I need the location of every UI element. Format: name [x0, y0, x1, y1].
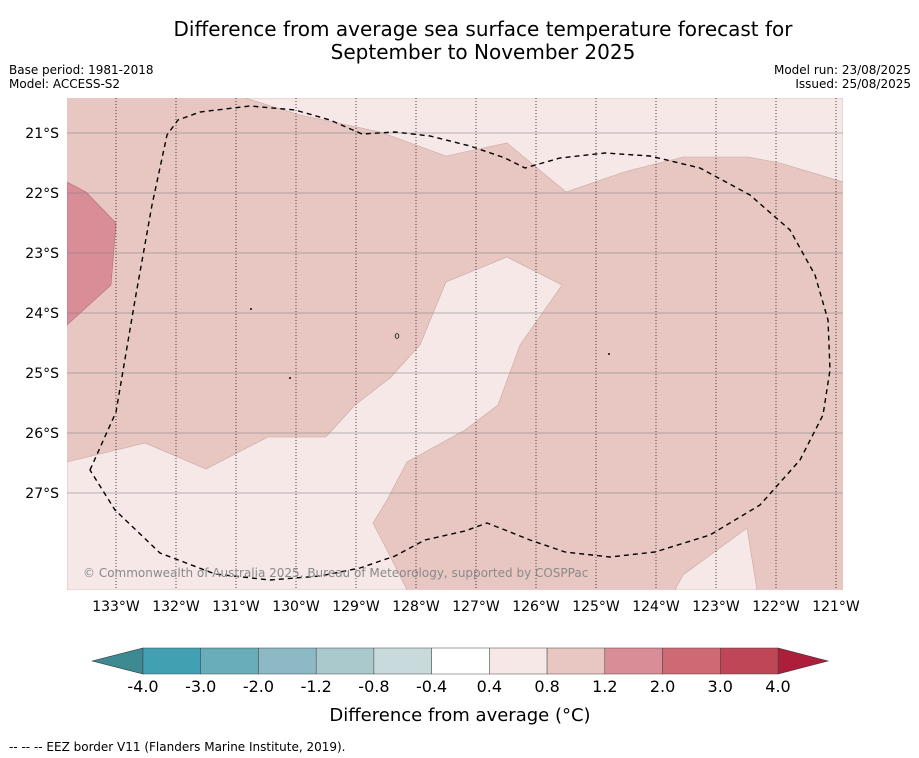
- credit-text: © Commonwealth of Australia 2025, Bureau…: [83, 566, 588, 580]
- lon-label: 123°W: [692, 599, 740, 615]
- colorbar-bin: [258, 647, 317, 675]
- model-name: Model: ACCESS-S2: [9, 77, 121, 91]
- colorbar-under-extension: [91, 647, 144, 675]
- anomaly-fill-light-south: [67, 256, 563, 590]
- island-1: [394, 333, 400, 339]
- colorbar-bin: [200, 647, 259, 675]
- colorbar-tick-label: -0.8: [358, 677, 389, 696]
- colorbar-bin: [142, 647, 201, 675]
- eez-footnote: -- -- -- EEZ border V11 (Flanders Marine…: [9, 740, 346, 754]
- colorbar-bin: [662, 647, 721, 675]
- colorbar-tick-label: 1.2: [592, 677, 617, 696]
- sst-anomaly-map: © Commonwealth of Australia 2025, Bureau…: [67, 98, 843, 590]
- lon-label: 125°W: [572, 599, 620, 615]
- lon-label: 124°W: [632, 599, 680, 615]
- colorbar-over-extension: [777, 647, 830, 675]
- meta-left: Base period: 1981-2018 Model: ACCESS-S2: [9, 63, 154, 91]
- longitude-labels: 133°W 132°W 131°W 130°W 129°W 128°W 127°…: [92, 599, 860, 615]
- lat-label: 21°S: [25, 126, 59, 142]
- lon-label: 121°W: [812, 599, 860, 615]
- colorbar-tick-label: 2.0: [650, 677, 675, 696]
- colorbar-bin: [546, 647, 606, 675]
- colorbar-bin: [315, 647, 375, 675]
- colorbar-tick-label: -4.0: [127, 677, 158, 696]
- colorbar-title: Difference from average (°C): [329, 705, 590, 726]
- anomaly-fill-light-north: [244, 98, 843, 193]
- island-2: [249, 307, 252, 310]
- eez-border: [89, 105, 831, 581]
- lat-label: 27°S: [25, 486, 59, 502]
- colorbar-tick-label: -2.0: [243, 677, 274, 696]
- gridlines: [115, 98, 837, 590]
- model-run: Model run: 23/08/2025: [773, 63, 911, 77]
- lat-label: 26°S: [25, 426, 59, 442]
- lat-label: 23°S: [25, 246, 59, 262]
- island-3: [288, 376, 291, 379]
- colorbar-tick-label: 3.0: [708, 677, 733, 696]
- colorbar-tick-label: -0.4: [416, 677, 447, 696]
- lon-label: 122°W: [752, 599, 800, 615]
- lon-label: 126°W: [512, 599, 560, 615]
- title-line-2: September to November 2025: [330, 40, 636, 64]
- colorbar-bin: [431, 647, 490, 675]
- lon-label: 130°W: [272, 599, 320, 615]
- islands: [249, 307, 611, 379]
- latitude-lines: [67, 132, 843, 494]
- colorbar-bin: [489, 647, 548, 675]
- anomaly-fill-warm-west: [67, 181, 117, 326]
- map-title: Difference from average sea surface temp…: [0, 18, 919, 64]
- lon-label: 133°W: [92, 599, 140, 615]
- lon-label: 132°W: [152, 599, 200, 615]
- colorbar-bin: [373, 647, 432, 675]
- meta-right: Model run: 23/08/2025 Issued: 25/08/2025: [774, 63, 911, 91]
- colorbar-tick-label: -3.0: [185, 677, 216, 696]
- island-4: [608, 352, 611, 355]
- lat-label: 25°S: [25, 366, 59, 382]
- latitude-labels: 21°S 22°S 23°S 24°S 25°S 26°S 27°S: [25, 126, 59, 502]
- colorbar-tick-label: 0.8: [534, 677, 559, 696]
- colorbar-bin: [720, 647, 779, 675]
- colorbar-bin: [604, 647, 663, 675]
- colorbar: -4.0 -3.0 -2.0 -1.2 -0.8 -0.4 0.4 0.8 1.2 2.0 3.0 4…: [91, 647, 830, 726]
- lat-label: 24°S: [25, 306, 59, 322]
- colorbar-tick-label: 0.4: [477, 677, 502, 696]
- lon-label: 127°W: [452, 599, 500, 615]
- lon-label: 128°W: [392, 599, 440, 615]
- lon-label: 129°W: [332, 599, 380, 615]
- lat-label: 22°S: [25, 186, 59, 202]
- title-line-1: Difference from average sea surface temp…: [173, 17, 793, 41]
- lon-label: 131°W: [212, 599, 260, 615]
- colorbar-tick-label: 4.0: [765, 677, 790, 696]
- issued-date: Issued: 25/08/2025: [795, 77, 911, 91]
- anomaly-fill-light-southeast: [674, 527, 758, 590]
- colorbar-tick-label: -1.2: [301, 677, 332, 696]
- base-period: Base period: 1981-2018: [9, 63, 154, 77]
